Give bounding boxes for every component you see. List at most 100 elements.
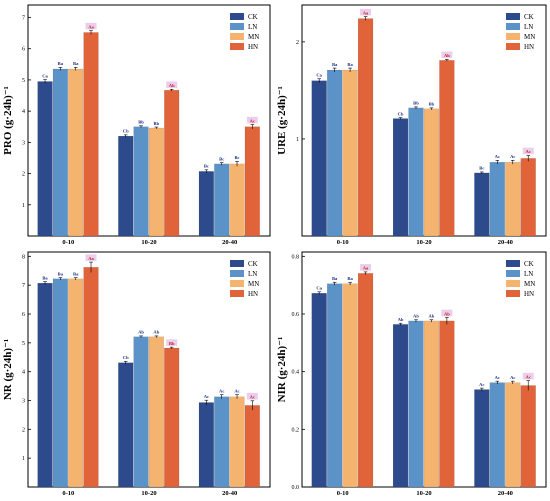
y-axis-title: URE (g·24h)⁻¹ <box>276 86 288 155</box>
significance-label: Cb <box>123 355 129 360</box>
legend-swatch-CK <box>506 260 520 267</box>
sig-label-highlight <box>246 392 258 400</box>
y-tick-label: 0.2 <box>292 427 300 433</box>
x-category-label: 10-20 <box>416 490 431 496</box>
significance-label: Bb <box>413 101 419 106</box>
x-category-label: 20-40 <box>498 490 513 496</box>
sig-label-highlight <box>166 339 178 346</box>
sig-label-highlight <box>441 51 453 59</box>
sig-label-highlight <box>85 254 97 261</box>
sig-label-highlight <box>166 81 178 89</box>
sig-label-highlight <box>522 372 534 380</box>
bar-MN-10-20 <box>148 336 164 488</box>
bar-HN-10-20 <box>439 320 455 488</box>
y-tick-label: 2 <box>22 427 25 433</box>
bar-CK-10-20 <box>392 324 409 488</box>
bar-HN-0-10 <box>83 32 99 237</box>
significance-label: Bc <box>234 155 239 160</box>
significance-label: Ba <box>58 271 64 276</box>
bar-MN-10-20 <box>148 127 164 237</box>
bar-CK-20-40 <box>474 389 490 488</box>
legend-swatch-CK <box>506 13 520 20</box>
bar-LN-20-40 <box>489 382 505 488</box>
chart-panel-bottom-left: 1 2 3 4 5 6 7 8 NR (g·24h)⁻¹ Ba Ba Ba Aa 0-10 Cb Ab Ab Bb… <box>2 251 271 497</box>
legend-swatch-LN <box>230 270 244 277</box>
y-tick-label: 4 <box>22 370 25 376</box>
bar-MN-20-40 <box>229 396 245 488</box>
x-category-label: 0-10 <box>337 239 349 246</box>
bar-CK-0-10 <box>311 293 327 488</box>
bar-MN-0-10 <box>342 69 358 237</box>
significance-label: Ac <box>204 394 209 399</box>
y-tick-label: 5 <box>22 78 25 84</box>
x-category-label: 0-10 <box>337 490 349 496</box>
y-tick-label: 8 <box>22 254 25 260</box>
bar-HN-0-10 <box>357 18 374 237</box>
y-tick-label: 2 <box>296 40 299 46</box>
significance-label: Ac <box>510 154 515 159</box>
significance-label: Ab <box>398 317 404 322</box>
bar-LN-20-40 <box>214 163 230 237</box>
legend-label-HN: HN <box>248 43 258 51</box>
bar-MN-10-20 <box>423 108 440 237</box>
significance-label: Ba <box>332 62 338 67</box>
y-tick-label: 7 <box>22 15 25 21</box>
significance-label: Aa <box>88 256 94 261</box>
legend-label-HN: HN <box>248 290 258 298</box>
legend-swatch-HN <box>230 290 244 297</box>
significance-label: Ac <box>250 118 255 123</box>
y-tick-label: 7 <box>22 283 25 289</box>
x-category-label: 20-40 <box>498 239 513 246</box>
bar-LN-20-40 <box>489 162 505 237</box>
chart-panel-top-left: 1 2 3 4 5 6 7 PRO (g·24h)⁻¹ Ca Ba Ba Aa 0-10 Cb Bb Bb Ab… <box>2 4 271 246</box>
legend-swatch-LN <box>230 23 244 30</box>
bar-CK-0-10 <box>311 80 327 237</box>
bar-LN-10-20 <box>408 320 424 488</box>
legend-label-HN: HN <box>524 290 534 298</box>
y-tick-label: 0.0 <box>292 485 300 491</box>
y-tick-label: 6 <box>22 47 25 53</box>
significance-label: Ab <box>413 314 419 319</box>
significance-label: Ab <box>138 330 144 335</box>
legend-label-LN: LN <box>524 23 533 31</box>
bar-LN-0-10 <box>52 278 68 488</box>
sig-label-highlight <box>85 22 97 30</box>
legend-label-CK: CK <box>524 13 534 21</box>
bar-HN-10-20 <box>164 347 180 488</box>
y-tick-label: 4 <box>22 109 25 115</box>
y-tick-label: 0.8 <box>292 254 300 260</box>
significance-label: Bb <box>154 121 160 126</box>
bar-LN-0-10 <box>327 283 343 488</box>
legend-swatch-LN <box>506 270 520 277</box>
bar-CK-10-20 <box>392 118 409 237</box>
significance-label: Ab <box>428 314 434 319</box>
significance-label: Bc <box>204 164 209 169</box>
legend-label-CK: CK <box>248 13 258 21</box>
x-category-label: 0-10 <box>62 490 74 496</box>
significance-label: Bc <box>219 156 224 161</box>
significance-label: Bb <box>169 341 175 346</box>
bar-LN-10-20 <box>133 126 149 237</box>
bar-MN-0-10 <box>342 283 358 488</box>
significance-label: Ba <box>73 271 79 276</box>
legend-swatch-MN <box>506 33 520 40</box>
significance-label: Ab <box>169 83 175 88</box>
significance-label: Ac <box>526 149 531 154</box>
significance-label: Bc <box>479 166 484 171</box>
bar-HN-20-40 <box>244 126 260 237</box>
bar-MN-0-10 <box>68 68 84 237</box>
bar-HN-10-20 <box>439 60 455 237</box>
bar-HN-20-40 <box>520 158 536 237</box>
y-tick-label: 1 <box>22 203 25 209</box>
significance-label: Cb <box>123 129 129 134</box>
bar-CK-0-10 <box>37 81 53 237</box>
bar-HN-0-10 <box>357 273 374 488</box>
bar-CK-0-10 <box>37 282 53 488</box>
significance-label: Ac <box>234 389 239 394</box>
bar-MN-0-10 <box>68 278 84 488</box>
legend-swatch-HN <box>230 43 244 50</box>
legend-swatch-HN <box>506 43 520 50</box>
legend-swatch-CK <box>230 13 244 20</box>
significance-label: Bb <box>138 120 144 125</box>
